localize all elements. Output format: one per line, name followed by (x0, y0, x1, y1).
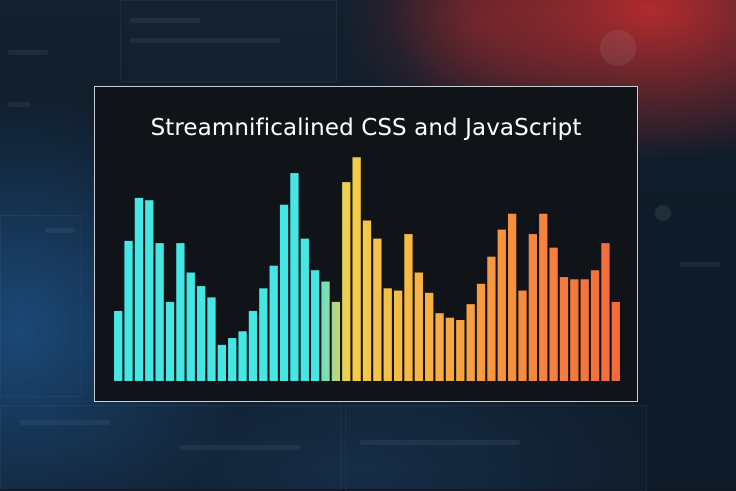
background-panel (120, 0, 337, 82)
background-decoration (20, 420, 110, 425)
background-decoration (680, 262, 720, 267)
bar (311, 270, 320, 381)
bar (445, 317, 455, 381)
background-decoration (180, 445, 300, 450)
bar (207, 297, 216, 381)
background-decoration (8, 50, 48, 55)
bar (176, 243, 185, 381)
bar (393, 290, 403, 381)
chart-title: Streamnificalined CSS and JavaScript (150, 115, 582, 141)
background-decoration (45, 228, 75, 233)
bar (362, 220, 372, 381)
bar (466, 304, 475, 381)
bar (279, 204, 289, 381)
bar (425, 292, 434, 381)
background-decoration (130, 38, 280, 43)
bar (373, 238, 382, 381)
bar (248, 310, 258, 381)
background-decoration (655, 205, 671, 221)
bar (145, 200, 154, 381)
bar (528, 234, 538, 381)
bar (456, 319, 465, 381)
background-panel (345, 405, 647, 491)
bar (124, 240, 133, 381)
bar (134, 197, 144, 381)
bar (497, 229, 506, 381)
bar (352, 157, 361, 381)
bar (196, 286, 206, 381)
bar (549, 247, 558, 381)
bar (601, 243, 610, 381)
bar (228, 338, 237, 381)
bar (217, 344, 226, 381)
bar (114, 310, 123, 381)
bar (331, 301, 341, 381)
background-decoration (130, 18, 200, 23)
bar (238, 331, 247, 381)
background-decoration (600, 30, 636, 66)
bar (476, 283, 486, 381)
bar (342, 182, 351, 381)
bar (155, 243, 164, 381)
bar (580, 279, 589, 381)
bar (518, 290, 527, 381)
bar (383, 288, 392, 381)
bar (590, 270, 600, 381)
bar (404, 234, 413, 381)
bar (165, 301, 175, 381)
bar (611, 301, 620, 381)
bar (435, 313, 444, 381)
background-panel (0, 215, 82, 397)
bar (186, 272, 195, 381)
bar (559, 277, 569, 381)
bar (414, 272, 423, 381)
bar (539, 213, 548, 381)
background-decoration (8, 102, 30, 107)
bar (269, 265, 278, 381)
bar (321, 281, 330, 381)
background-decoration (360, 440, 520, 445)
bar (290, 173, 299, 381)
bar (300, 238, 309, 381)
bar-chart (114, 157, 620, 381)
bars (114, 157, 620, 381)
chart-card: Streamnificalined CSS and JavaScript (94, 86, 638, 402)
bar (487, 256, 496, 381)
bar (259, 288, 268, 381)
bar (570, 279, 579, 381)
bar (508, 213, 517, 381)
